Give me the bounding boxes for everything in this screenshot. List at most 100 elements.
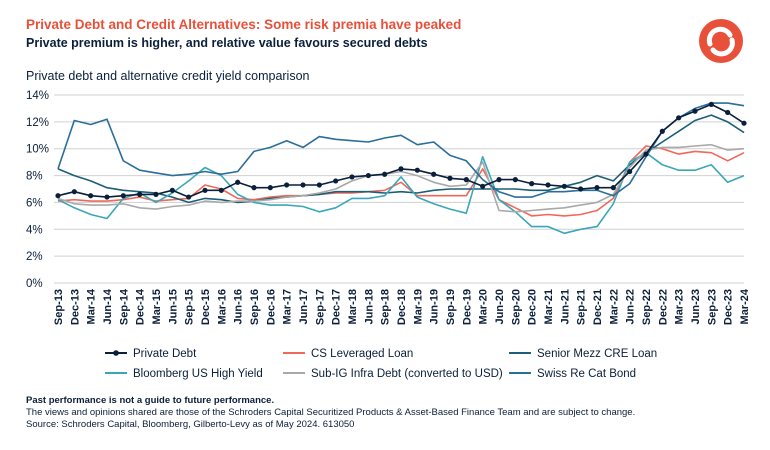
data-point <box>300 182 306 188</box>
x-tick-label: Jun-23 <box>690 289 702 324</box>
series-line <box>57 151 745 235</box>
data-point <box>496 177 502 183</box>
y-tick-label: 4% <box>26 224 43 236</box>
y-tick-label: 14% <box>26 90 49 102</box>
data-point <box>71 189 77 195</box>
data-point <box>431 171 437 177</box>
x-tick-label: Mar-15 <box>151 289 163 324</box>
data-point <box>284 182 290 188</box>
x-tick-label: Jun-16 <box>233 289 245 324</box>
x-tick-label: Dec-17 <box>331 289 343 325</box>
brand-logo-icon <box>699 19 743 63</box>
x-tick-label: Dec-20 <box>527 289 539 325</box>
x-tick-label: Sep-22 <box>641 289 653 325</box>
x-tick-label: Sep-21 <box>576 289 588 325</box>
x-tick-label: Mar-22 <box>608 289 620 324</box>
data-point <box>218 187 224 193</box>
x-tick-label: Sep-18 <box>380 289 392 325</box>
x-tick-label: Mar-24 <box>739 288 751 324</box>
x-tick-label: Jun-21 <box>559 289 571 324</box>
data-point <box>676 115 682 121</box>
data-point <box>512 177 518 183</box>
data-point <box>692 108 698 114</box>
legend-label: Swiss Re Cat Bond <box>537 368 636 380</box>
data-point <box>627 168 633 175</box>
chart-subtitle: Private premium is higher, and relative … <box>26 36 428 50</box>
x-tick-label: Sep-20 <box>510 289 522 325</box>
x-tick-label: Jun-14 <box>102 288 114 324</box>
data-point <box>708 101 714 107</box>
x-tick-label: Mar-17 <box>282 289 294 324</box>
data-point <box>202 187 208 193</box>
x-tick-label: Jun-15 <box>167 289 179 324</box>
chart-heading: Private debt and alternative credit yiel… <box>26 69 310 83</box>
data-point <box>610 185 616 191</box>
data-point <box>120 193 126 199</box>
data-point <box>137 191 143 197</box>
data-point <box>153 191 159 197</box>
x-tick-label: Dec-13 <box>69 289 81 325</box>
yield-comparison-chart: 0% 2% 4% 6% 8% 10% 12% 14% Sep-13 Dec-13 Mar-14 Jun… <box>26 90 751 380</box>
data-point <box>529 181 535 187</box>
y-tick-label: 12% <box>26 117 49 129</box>
x-tick-label: Jun-18 <box>363 289 375 324</box>
data-point <box>463 177 469 183</box>
x-tick-label: Sep-13 <box>53 289 65 325</box>
y-tick-label: 10% <box>26 144 49 156</box>
x-tick-label: Mar-18 <box>347 289 359 324</box>
data-point <box>741 120 747 126</box>
x-tick-label: Sep-17 <box>314 289 326 325</box>
x-tick-label: Mar-14 <box>86 288 98 324</box>
chart-title: Private Debt and Credit Alternatives: So… <box>26 17 462 32</box>
x-tick-label: Mar-19 <box>412 289 424 324</box>
data-point <box>316 182 322 188</box>
x-tick-label: Sep-16 <box>249 289 261 325</box>
x-tick-label: Mar-23 <box>674 289 686 324</box>
data-point <box>480 183 486 189</box>
data-point <box>349 174 355 180</box>
x-tick-label: Dec-18 <box>396 289 408 325</box>
x-tick-label: Sep-15 <box>184 289 196 325</box>
data-point <box>104 194 110 200</box>
data-point <box>398 166 404 172</box>
data-point <box>186 194 192 200</box>
legend-marker <box>113 350 119 356</box>
series-line <box>57 143 745 213</box>
x-tick-label: Jun-17 <box>298 289 310 324</box>
legend-label: Senior Mezz CRE Loan <box>537 348 657 360</box>
data-point <box>578 186 584 192</box>
data-point <box>594 185 600 191</box>
x-tick-label: Mar-21 <box>543 289 555 324</box>
x-tick-label: Jun-22 <box>625 289 637 324</box>
x-tick-label: Dec-14 <box>135 288 147 325</box>
series-line <box>57 102 745 198</box>
footnote-source: Source: Schroders Capital, Bloomberg, Gi… <box>26 419 355 430</box>
legend-label: Sub-IG Infra Debt (converted to USD) <box>311 368 503 380</box>
data-point <box>88 193 94 199</box>
x-tick-label: Jun-20 <box>494 289 506 324</box>
y-tick-label: 0% <box>26 278 43 290</box>
legend-label: Private Debt <box>133 348 197 360</box>
x-tick-label: Sep-14 <box>118 288 130 325</box>
data-point <box>382 171 388 177</box>
x-tick-label: Mar-16 <box>216 289 228 324</box>
x-tick-label: Dec-15 <box>200 289 212 325</box>
x-tick-label: Jun-19 <box>429 289 441 324</box>
x-tick-label: Dec-16 <box>265 289 277 325</box>
y-tick-label: 6% <box>26 197 43 209</box>
data-point <box>414 167 420 173</box>
legend-label: Bloomberg US High Yield <box>133 368 263 380</box>
y-tick-label: 8% <box>26 171 43 183</box>
footnote-performance: Past performance is not a guide to futur… <box>26 395 275 406</box>
x-tick-label: Dec-23 <box>723 289 735 325</box>
data-point <box>725 109 731 116</box>
y-tick-label: 2% <box>26 251 43 263</box>
x-tick-label: Dec-22 <box>657 289 669 325</box>
x-tick-label: Dec-19 <box>461 289 473 325</box>
data-point <box>169 187 175 193</box>
x-tick-label: Sep-23 <box>706 289 718 325</box>
data-point <box>447 175 453 181</box>
legend-label: CS Leveraged Loan <box>311 348 413 360</box>
series-line <box>57 114 745 204</box>
x-tick-label: Dec-21 <box>592 289 604 325</box>
